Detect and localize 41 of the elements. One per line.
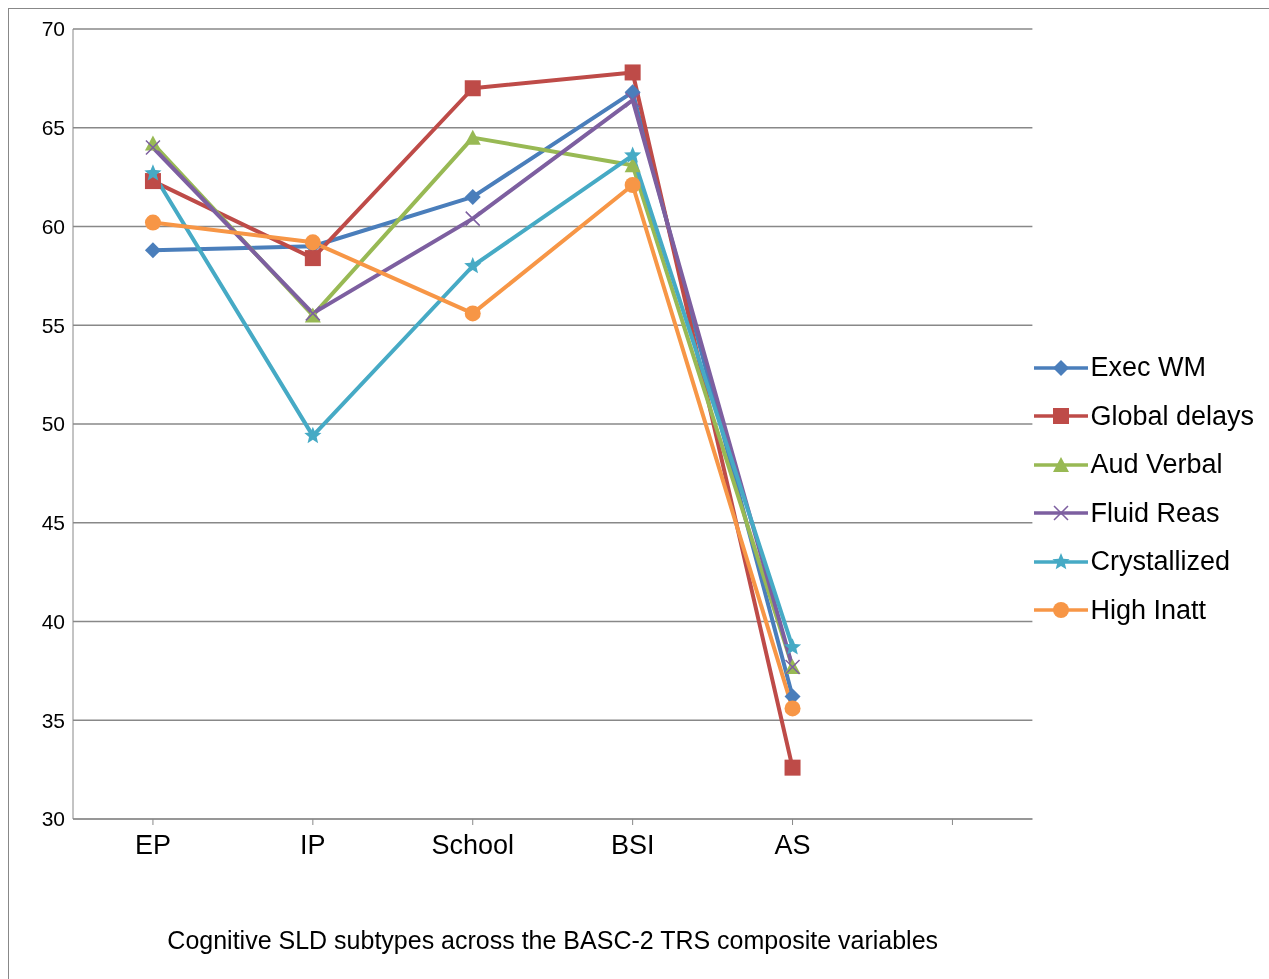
y-tick-label: 45 [41, 511, 65, 535]
legend-label: Aud Verbal [1090, 449, 1223, 481]
point [304, 426, 322, 444]
legend-label: Global delays [1090, 400, 1254, 432]
point [464, 188, 481, 205]
x-tick-label: School [431, 830, 515, 861]
y-tick-label: 35 [41, 708, 65, 732]
point [624, 92, 641, 108]
y-tick-label: 30 [41, 807, 65, 831]
legend-label: High Inatt [1090, 594, 1206, 626]
y-tick-label: 55 [41, 313, 65, 337]
point [304, 234, 321, 251]
y-tick-label: 70 [41, 17, 65, 41]
point [464, 257, 482, 274]
point [784, 759, 801, 776]
point [783, 638, 802, 655]
y-tick-label: 50 [41, 412, 65, 436]
y-tick-label: 60 [41, 214, 65, 238]
legend-label: Fluid Reas [1090, 497, 1220, 529]
point [144, 164, 162, 181]
point [464, 80, 481, 97]
y-tick-label: 40 [41, 609, 65, 633]
y-tick-label: 65 [41, 116, 65, 140]
point [464, 129, 481, 145]
point [464, 305, 481, 322]
point [624, 157, 641, 173]
point [624, 177, 641, 194]
legend-label: Exec WM [1090, 352, 1206, 384]
point [145, 139, 161, 156]
point [144, 214, 161, 231]
x-tick-label: IP [300, 830, 326, 861]
legend-label: Crystallized [1090, 546, 1230, 578]
x-tick-label: EP [134, 830, 171, 861]
point [784, 700, 801, 717]
x-tick-label: BSI [610, 830, 655, 861]
point [304, 250, 321, 267]
x-tick-label: AS [774, 830, 811, 861]
point [624, 64, 641, 81]
point [624, 146, 642, 163]
point [144, 242, 161, 259]
x-axis-title: Cognitive SLD subtypes across the BASC-2 TRS composite variables [167, 926, 939, 954]
